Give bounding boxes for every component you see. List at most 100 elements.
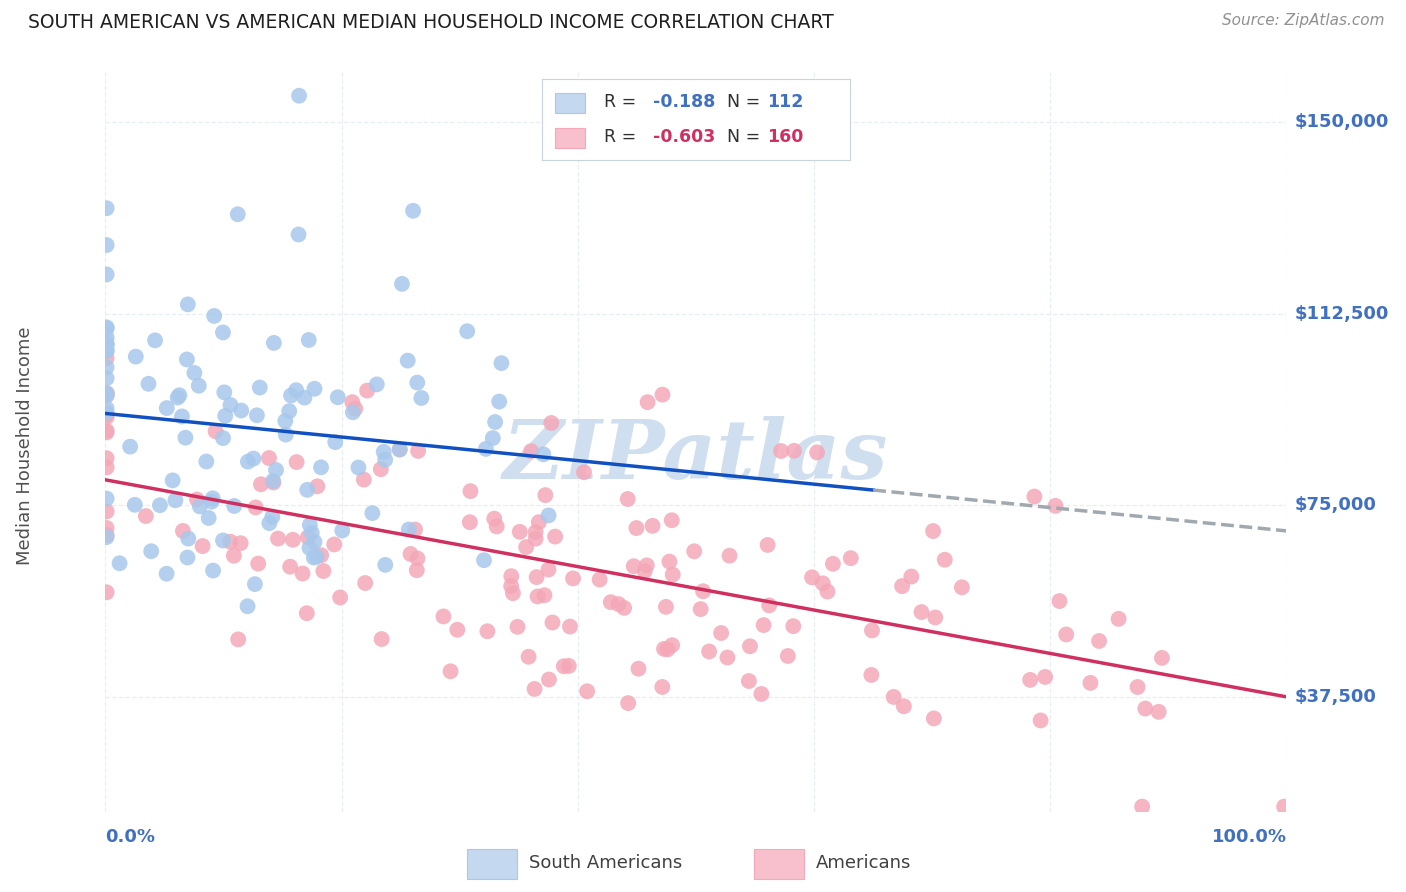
Point [756,538,779,552]
Point [651,387,673,401]
Point [526,570,548,584]
Point [406,551,429,566]
Point [891,579,914,593]
Point [304,535,326,549]
Point [281,533,304,547]
Point [558,659,581,673]
Point [204,424,226,438]
Point [155,566,177,581]
Point [212,326,235,340]
Point [309,460,332,475]
Point [96,401,118,416]
Text: -0.603: -0.603 [652,128,716,146]
Point [1130,799,1153,814]
Point [456,324,478,338]
Point [475,442,498,456]
Point [738,640,761,654]
Point [526,590,548,604]
Text: $150,000: $150,000 [1295,113,1389,131]
Point [811,576,834,591]
Point [212,533,235,548]
Point [96,425,118,440]
Point [716,650,738,665]
Point [125,350,148,364]
Point [572,465,595,479]
Point [1029,714,1052,728]
Point [96,343,118,358]
Text: SOUTH AMERICAN VS AMERICAN MEDIAN HOUSEHOLD INCOME CORRELATION CHART: SOUTH AMERICAN VS AMERICAN MEDIAN HOUSEH… [28,13,834,32]
Point [96,386,118,401]
Point [801,570,824,584]
Point [406,376,429,390]
Point [388,442,411,457]
Point [553,659,575,673]
Point [1019,673,1042,687]
Point [166,391,188,405]
Point [374,452,396,467]
Point [229,536,252,550]
Point [156,401,179,415]
Point [326,390,349,404]
Point [323,435,346,450]
Point [247,557,270,571]
Text: Median Household Income: Median Household Income [17,326,34,566]
Point [262,474,284,488]
Point [1272,799,1295,814]
Point [562,571,585,585]
Point [214,385,236,400]
Point [96,330,118,344]
Point [219,398,242,412]
Point [399,547,422,561]
Point [149,498,172,512]
Point [782,619,804,633]
Point [537,508,560,523]
Point [96,424,118,438]
Point [191,539,214,553]
Point [96,504,118,518]
Point [374,558,396,572]
Point [373,445,395,459]
Text: $75,000: $75,000 [1295,496,1376,515]
Point [96,389,118,403]
Point [627,662,650,676]
Point [96,336,118,351]
Text: R =: R = [603,128,641,146]
Point [278,404,301,418]
Point [634,564,657,578]
Bar [754,849,804,879]
Point [934,553,956,567]
Point [96,337,118,351]
Point [257,451,280,466]
Point [502,586,524,600]
Point [501,569,523,583]
Point [1147,705,1170,719]
Point [537,562,560,576]
Point [187,378,209,392]
Point [96,268,118,282]
Point [278,559,301,574]
Point [141,544,163,558]
Point [96,320,118,334]
Point [263,335,285,350]
Point [900,569,922,583]
Point [718,549,741,563]
Point [460,484,482,499]
Point [524,525,547,540]
Point [657,642,679,657]
Point [537,673,560,687]
Point [752,618,775,632]
Point [520,444,543,458]
Point [617,696,640,710]
Point [236,599,259,614]
Point [174,431,197,445]
Point [922,711,945,725]
Point [458,515,481,529]
Point [169,388,191,402]
Point [262,475,284,490]
Point [231,403,253,417]
Point [96,351,118,366]
Point [405,563,427,577]
Point [176,550,198,565]
Point [96,451,118,466]
Point [576,684,599,698]
